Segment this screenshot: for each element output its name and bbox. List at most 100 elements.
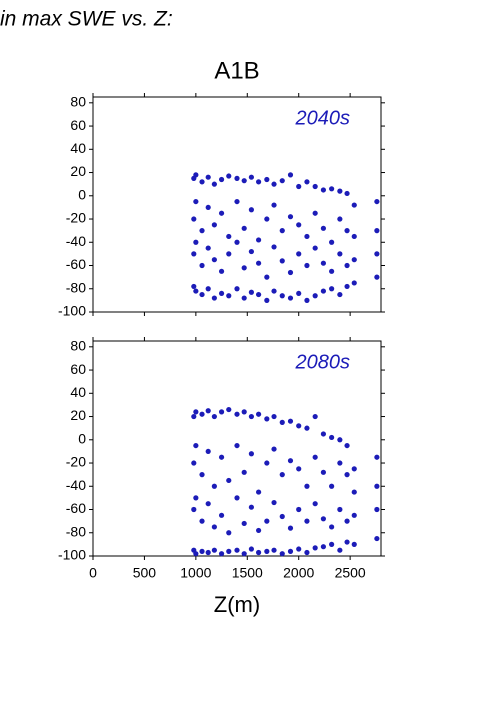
point <box>351 466 357 472</box>
x-axis-label: Z(m) <box>214 592 260 617</box>
point <box>193 442 199 449</box>
point <box>329 541 335 547</box>
point <box>337 216 343 222</box>
point <box>374 274 380 280</box>
point <box>287 172 294 178</box>
point <box>218 176 225 183</box>
point <box>312 183 318 190</box>
point <box>191 413 197 420</box>
point <box>320 516 326 522</box>
point <box>211 181 217 187</box>
point <box>329 483 335 489</box>
point <box>279 551 285 557</box>
point <box>329 286 335 292</box>
point <box>287 418 294 424</box>
point <box>279 419 285 425</box>
point <box>193 172 199 178</box>
point <box>234 198 240 205</box>
point <box>329 186 335 192</box>
point <box>329 268 335 274</box>
y-tick-label: 20 <box>70 163 86 179</box>
point <box>337 460 343 466</box>
point <box>296 466 302 472</box>
point <box>199 472 205 478</box>
y-tick-label: 20 <box>70 407 86 423</box>
point <box>211 524 217 530</box>
point <box>320 260 326 266</box>
point <box>279 258 285 264</box>
point <box>226 173 232 179</box>
point <box>226 548 232 554</box>
point <box>205 204 211 211</box>
y-tick-label: 40 <box>70 140 86 156</box>
point <box>344 262 350 269</box>
point <box>344 283 350 290</box>
point <box>234 286 240 292</box>
point <box>304 297 310 303</box>
y-tick-label: -60 <box>66 256 86 272</box>
point <box>264 460 270 466</box>
point <box>329 524 335 530</box>
point <box>374 198 380 205</box>
point <box>320 225 326 231</box>
point <box>312 210 318 216</box>
point <box>304 179 310 185</box>
point <box>312 545 318 551</box>
point <box>256 291 262 298</box>
point <box>271 547 277 553</box>
point <box>287 295 294 301</box>
point <box>193 495 199 501</box>
y-tick-label: -80 <box>66 523 86 539</box>
x-tick-label: 1000 <box>180 565 211 581</box>
point <box>211 295 217 301</box>
point <box>199 291 205 298</box>
point <box>374 506 380 513</box>
y-tick-label: 80 <box>70 94 86 110</box>
point <box>226 530 232 536</box>
point <box>279 472 285 478</box>
point <box>271 244 277 250</box>
point <box>287 214 294 220</box>
point <box>234 442 240 449</box>
point <box>279 293 285 299</box>
y-tick-label: 80 <box>70 338 86 354</box>
point <box>296 423 302 429</box>
point <box>226 251 232 257</box>
y-tick-label: -40 <box>66 233 86 249</box>
point <box>211 483 217 489</box>
point <box>248 413 254 420</box>
x-tick-label: 2500 <box>335 565 366 581</box>
point <box>199 228 205 234</box>
point <box>344 190 350 197</box>
point <box>193 409 199 415</box>
y-tick-label: -100 <box>58 303 86 319</box>
point <box>287 548 294 554</box>
point <box>218 210 225 216</box>
point <box>329 434 335 441</box>
point <box>329 239 335 245</box>
point <box>312 245 318 251</box>
point <box>234 547 240 553</box>
point <box>320 544 326 550</box>
point <box>211 413 217 420</box>
point <box>191 506 197 513</box>
point <box>351 512 357 518</box>
point <box>337 506 343 513</box>
point <box>264 176 270 183</box>
point <box>248 248 254 255</box>
point <box>344 442 350 449</box>
point <box>304 425 310 431</box>
point <box>241 409 247 415</box>
y-tick-label: 60 <box>70 117 86 133</box>
point <box>271 413 277 420</box>
point <box>218 551 225 557</box>
point <box>264 216 270 222</box>
point <box>374 454 380 460</box>
point <box>226 233 232 240</box>
point <box>256 260 262 266</box>
point <box>320 431 326 437</box>
point <box>256 489 262 495</box>
point <box>296 290 302 297</box>
point <box>248 504 254 510</box>
point <box>205 286 211 292</box>
